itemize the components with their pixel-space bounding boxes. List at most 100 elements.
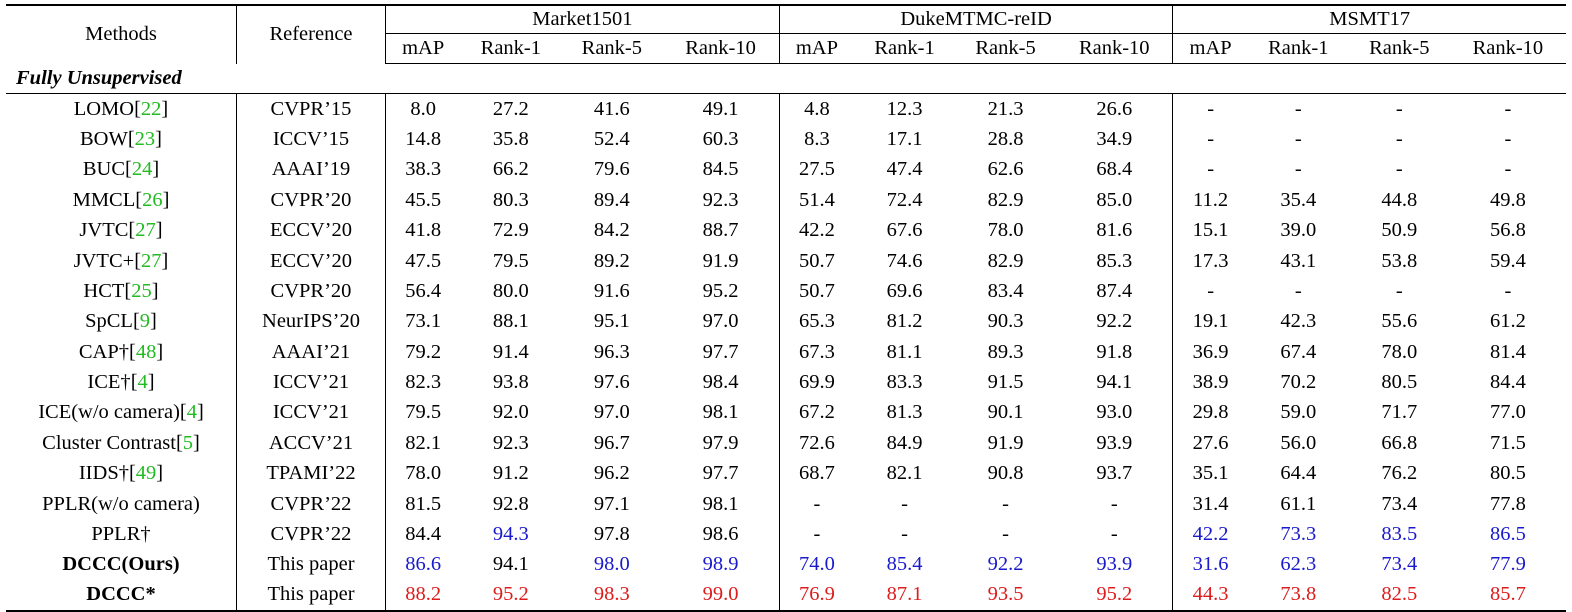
value-cell: 97.6 bbox=[593, 371, 630, 394]
citation-link[interactable]: 4 bbox=[186, 401, 197, 424]
value-cell: 93.9 bbox=[1096, 553, 1133, 576]
value-cell: 68.4 bbox=[1096, 158, 1133, 181]
value-cell: 97.1 bbox=[593, 492, 630, 515]
value-cell: 98.1 bbox=[702, 401, 739, 424]
value-cell: 98.4 bbox=[702, 371, 739, 394]
method-name: PPLR(w/o camera) bbox=[6, 489, 237, 519]
citation-link[interactable]: 25 bbox=[131, 279, 152, 302]
header-dataset-msmt17: MSMT17 bbox=[1172, 5, 1566, 34]
value-cell: 17.3 bbox=[1172, 245, 1248, 277]
value-cell: 97.9 bbox=[702, 431, 739, 454]
value-cell: 88.2 bbox=[385, 580, 461, 611]
value-cell: 73.1 bbox=[385, 306, 461, 338]
method-name: BUC[24] bbox=[82, 158, 160, 181]
value-cell: 92.0 bbox=[492, 401, 529, 424]
value-cell: 56.8 bbox=[1489, 219, 1526, 242]
citation-link[interactable]: 48 bbox=[135, 340, 157, 363]
reference-cell: CVPR’15 bbox=[236, 93, 386, 125]
value-cell: 92.2 bbox=[987, 553, 1024, 576]
table-row: ICE(w/o camera)[4] ICCV’21 79.5 92.0 97.0 98.… bbox=[6, 397, 1566, 429]
value-cell: 95.2 bbox=[1096, 583, 1133, 606]
value-cell: 88.1 bbox=[492, 310, 529, 333]
table-row: SpCL[9] NeurIPS’20 73.1 88.1 95.1 97.0 65.3 81.… bbox=[6, 306, 1566, 338]
value-cell: 61.1 bbox=[1280, 492, 1317, 515]
table-row: HCT[25] CVPR’20 56.4 80.0 91.6 95.2 50.7 69.6 83… bbox=[6, 276, 1566, 307]
citation-link[interactable]: 26 bbox=[142, 188, 163, 211]
value-cell: 83.5 bbox=[1381, 523, 1418, 546]
value-cell: 51.4 bbox=[778, 185, 855, 216]
value-cell: 97.7 bbox=[702, 340, 739, 363]
value-cell: 80.5 bbox=[1381, 371, 1418, 394]
method-name: SpCL[9] bbox=[85, 310, 157, 333]
value-cell: 66.2 bbox=[492, 158, 529, 181]
value-cell: 67.3 bbox=[778, 337, 855, 368]
value-cell: - bbox=[1110, 492, 1118, 515]
value-cell: 83.3 bbox=[886, 371, 923, 394]
header-reference: Reference bbox=[236, 5, 386, 64]
citation-link[interactable]: 49 bbox=[135, 462, 157, 485]
value-cell: 86.5 bbox=[1489, 523, 1526, 546]
value-cell: 31.6 bbox=[1172, 549, 1248, 581]
method-name: PPLR† bbox=[6, 519, 237, 549]
value-cell: 86.6 bbox=[385, 549, 461, 581]
value-cell: 96.3 bbox=[593, 340, 630, 363]
citation-link[interactable]: 22 bbox=[140, 97, 162, 120]
citation-link[interactable]: 9 bbox=[139, 310, 151, 333]
value-cell: - bbox=[1172, 93, 1248, 125]
value-cell: 73.3 bbox=[1280, 523, 1317, 546]
value-cell: 93.5 bbox=[987, 583, 1024, 606]
value-cell: 61.2 bbox=[1489, 310, 1526, 333]
value-cell: 82.9 bbox=[987, 249, 1024, 272]
value-cell: 69.6 bbox=[886, 279, 923, 302]
value-cell: 50.9 bbox=[1381, 219, 1418, 242]
value-cell: 67.6 bbox=[886, 219, 923, 242]
value-cell: 98.1 bbox=[702, 492, 739, 515]
citation-link[interactable]: 27 bbox=[141, 249, 162, 272]
value-cell: 65.3 bbox=[778, 306, 855, 338]
value-cell: 90.1 bbox=[987, 401, 1024, 424]
value-cell: 98.0 bbox=[593, 553, 630, 576]
value-cell: 27.2 bbox=[492, 97, 529, 120]
method-label: JVTC bbox=[79, 219, 129, 242]
value-cell: 95.1 bbox=[593, 310, 630, 333]
value-cell: 94.1 bbox=[1096, 371, 1133, 394]
header-metric: Rank-1 bbox=[854, 33, 956, 64]
citation-link[interactable]: 24 bbox=[131, 158, 153, 181]
value-cell: 44.8 bbox=[1381, 188, 1418, 211]
method-label: ICE† bbox=[87, 371, 131, 394]
value-cell: 42.2 bbox=[778, 215, 855, 246]
value-cell: 89.3 bbox=[987, 340, 1024, 363]
table-row: DCCC(Ours) This paper 86.6 94.1 98.0 98.9 74.0… bbox=[6, 549, 1566, 581]
value-cell: 81.5 bbox=[385, 488, 461, 520]
value-cell: 79.5 bbox=[385, 397, 461, 429]
value-cell: - bbox=[901, 492, 908, 515]
value-cell: 15.1 bbox=[1172, 215, 1248, 246]
value-cell: 89.4 bbox=[593, 188, 630, 211]
value-cell: 95.2 bbox=[702, 279, 739, 302]
value-cell: - bbox=[1294, 127, 1302, 150]
header-metric: Rank-1 bbox=[460, 33, 562, 64]
table-row: JVTC+[27] ECCV’20 47.5 79.5 89.2 91.9 50.7 74.6… bbox=[6, 245, 1566, 277]
reference-cell: NeurIPS’20 bbox=[236, 306, 386, 338]
reference-cell: ECCV’20 bbox=[236, 245, 386, 277]
value-cell: - bbox=[1395, 97, 1403, 120]
value-cell: 68.7 bbox=[778, 458, 855, 489]
value-cell: - bbox=[901, 523, 908, 546]
citation-link[interactable]: 23 bbox=[134, 127, 156, 150]
header-metric: mAP bbox=[778, 33, 855, 64]
citation-link[interactable]: 4 bbox=[137, 371, 148, 394]
method-name: Cluster Contrast[5] bbox=[42, 431, 200, 454]
header-metric: Rank-1 bbox=[1247, 33, 1349, 64]
value-cell: 41.6 bbox=[593, 97, 630, 120]
value-cell: 67.2 bbox=[778, 397, 855, 429]
citation-link[interactable]: 27 bbox=[135, 219, 156, 242]
value-cell: 8.3 bbox=[778, 124, 855, 155]
citation-link[interactable]: 5 bbox=[182, 431, 194, 454]
reference-cell: AAAI’21 bbox=[236, 337, 386, 368]
value-cell: 81.4 bbox=[1489, 340, 1526, 363]
reference-cell: This paper bbox=[236, 580, 386, 611]
value-cell: 35.1 bbox=[1172, 458, 1248, 489]
value-cell: 69.9 bbox=[778, 367, 855, 398]
value-cell: 28.8 bbox=[987, 127, 1024, 150]
value-cell: 34.9 bbox=[1096, 127, 1133, 150]
